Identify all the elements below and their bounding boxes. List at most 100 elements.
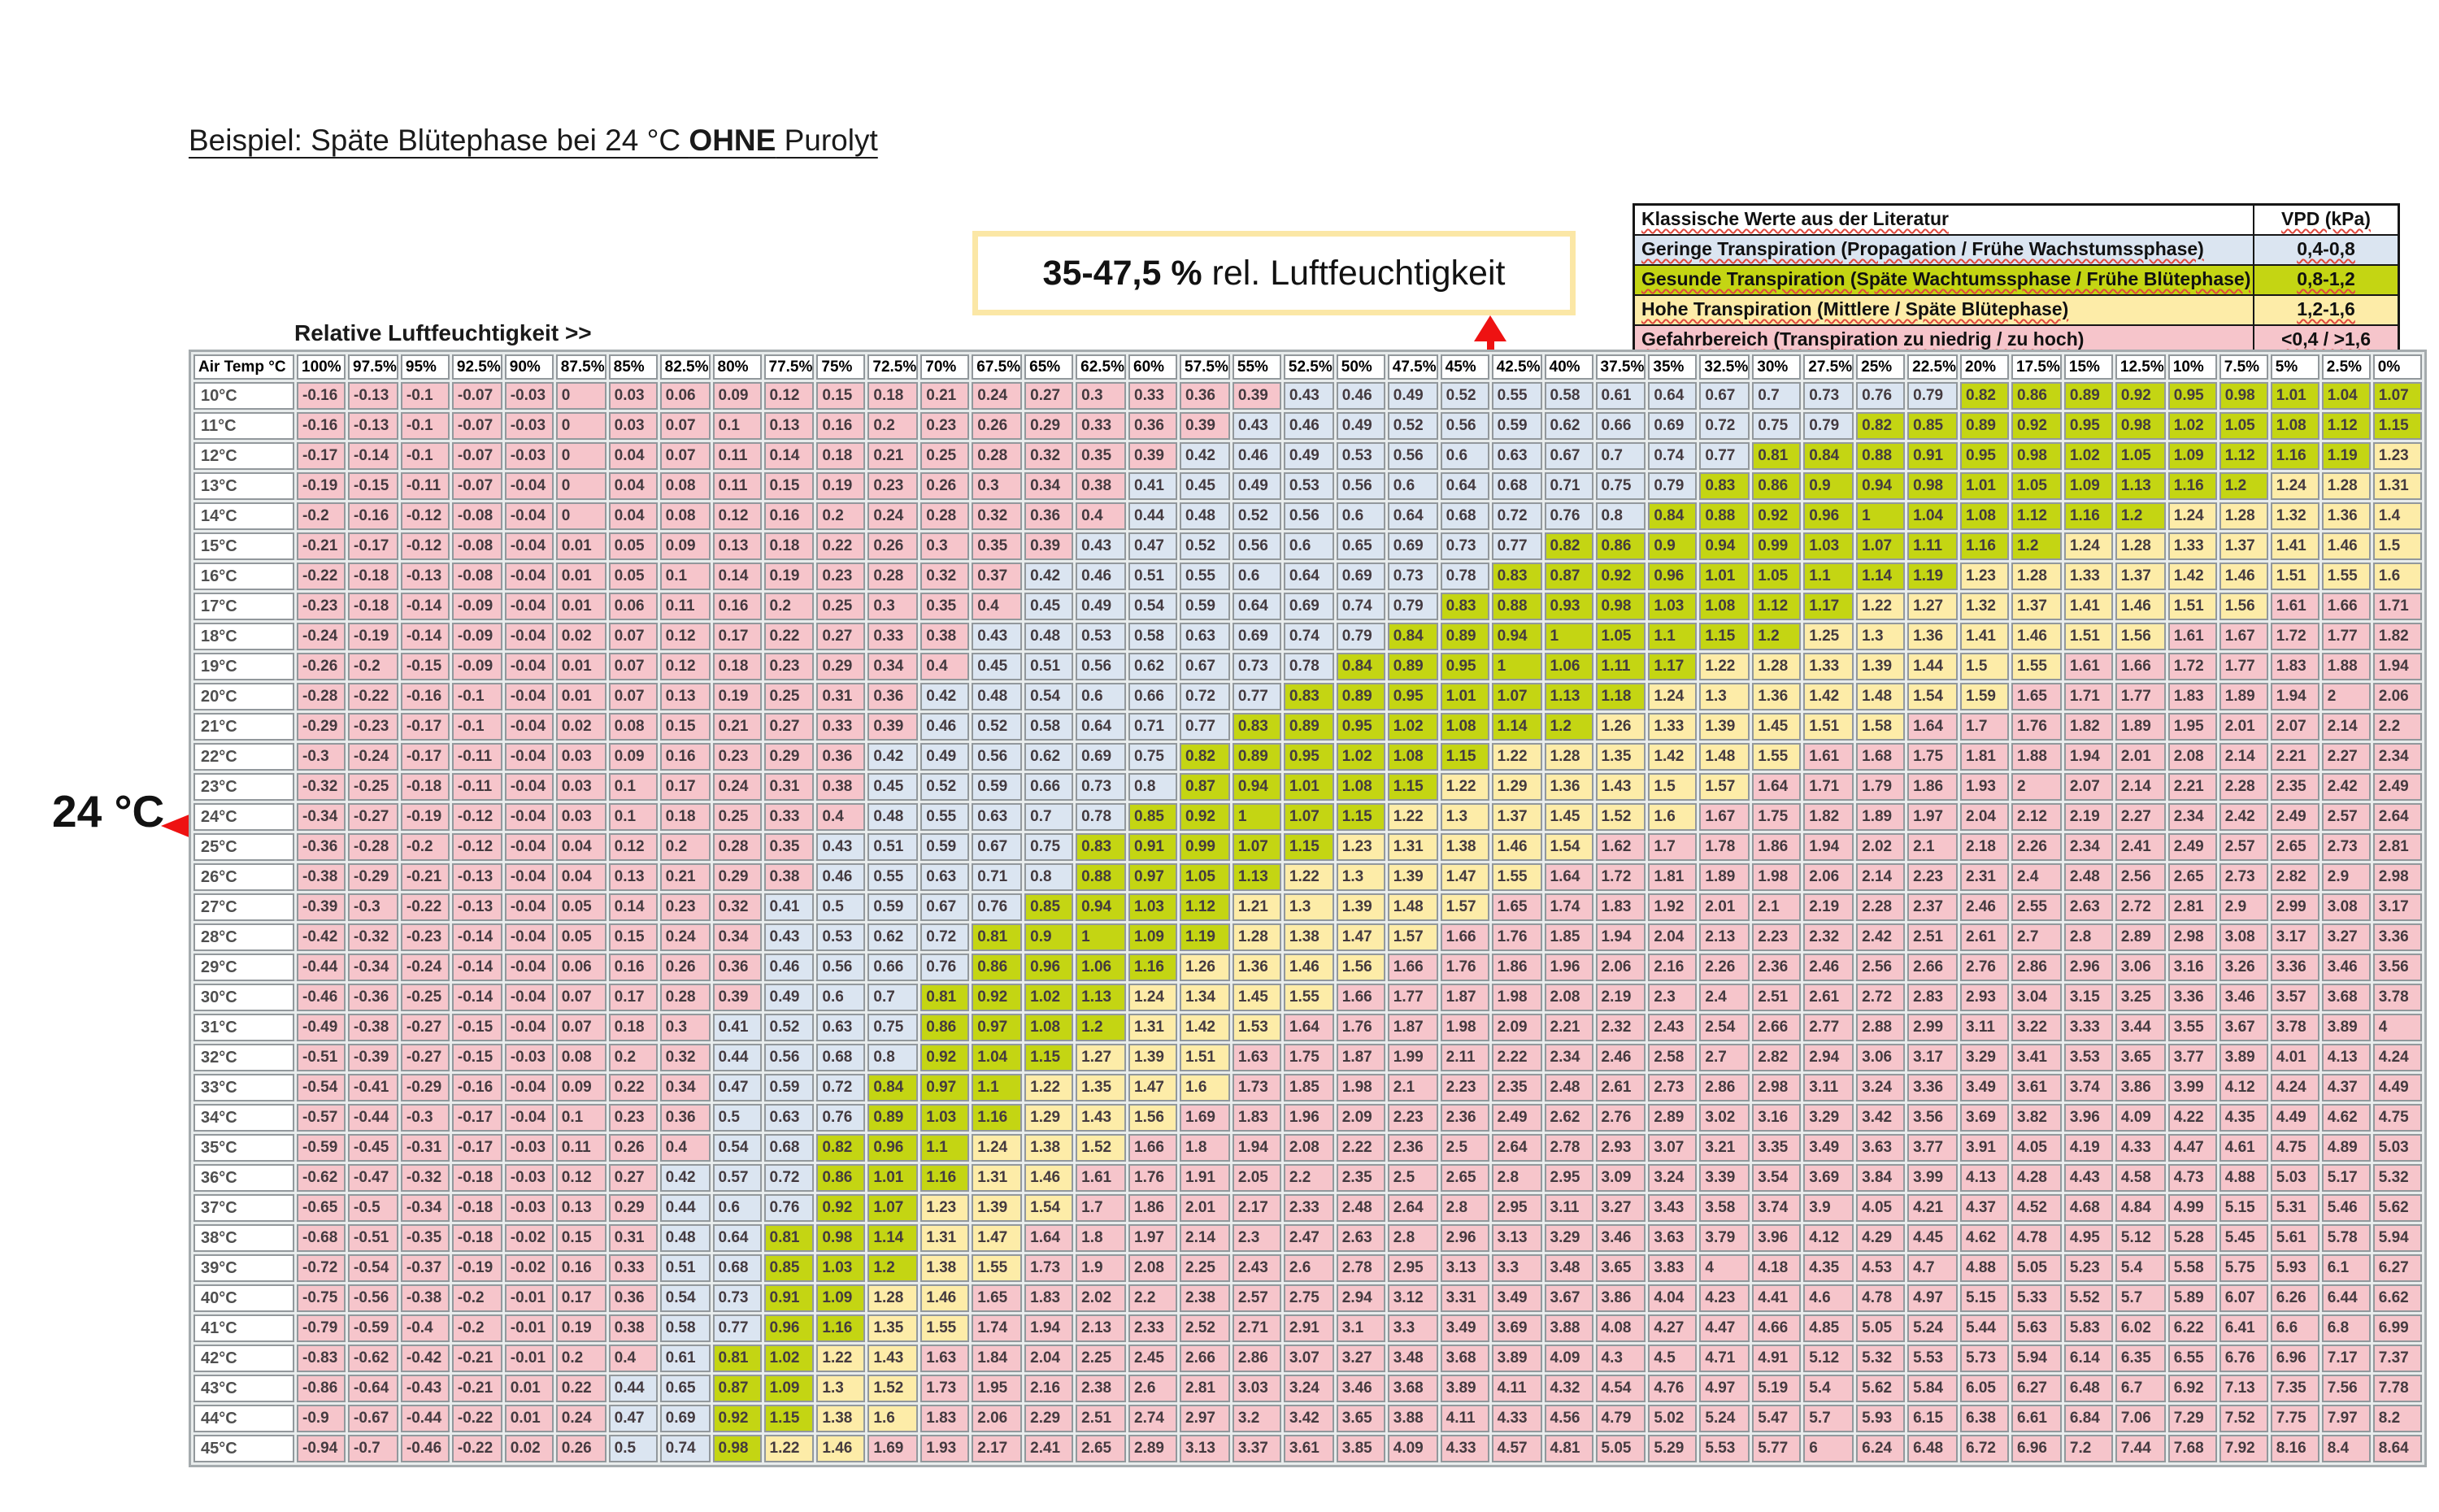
vpd-cell: 1.46 xyxy=(1283,954,1334,981)
legend-header-value: VPD (kPa) xyxy=(2281,208,2371,229)
vpd-cell: 3.49 xyxy=(1803,1134,1854,1162)
vpd-cell: 4.09 xyxy=(1544,1345,1593,1372)
vpd-cell: 2.86 xyxy=(2011,954,2062,981)
vpd-cell: 5.05 xyxy=(2011,1254,2062,1282)
air-temp-row-label: 32°C xyxy=(193,1044,294,1071)
vpd-cell: 0.44 xyxy=(608,1375,658,1402)
vpd-cell: 0.64 xyxy=(1232,593,1281,620)
vpd-cell: -0.25 xyxy=(348,773,398,801)
vpd-cell: 0.12 xyxy=(608,833,658,861)
vpd-cell: 0.04 xyxy=(555,863,606,891)
vpd-cell: 1.3 xyxy=(1699,683,1750,710)
vpd-cell: 1.27 xyxy=(1907,593,1958,620)
legend-row-range: <0,4 / >1,6 xyxy=(2281,328,2371,350)
vpd-cell: 0.17 xyxy=(555,1284,606,1312)
vpd-cell: 0.66 xyxy=(1128,683,1177,710)
vpd-cell: 2.98 xyxy=(2372,863,2422,891)
vpd-cell: 0.64 xyxy=(1440,472,1489,500)
vpd-cell: 1.61 xyxy=(2270,593,2319,620)
vpd-cell: -0.64 xyxy=(348,1375,398,1402)
humidity-header-cell: 60% xyxy=(1128,354,1177,380)
vpd-cell: 0.53 xyxy=(816,923,866,951)
vpd-cell: 0.4 xyxy=(920,653,970,680)
vpd-cell: 2.64 xyxy=(1491,1134,1542,1162)
vpd-cell: 6.14 xyxy=(2063,1345,2113,1372)
vpd-cell: 1.45 xyxy=(1232,984,1281,1011)
vpd-cell: -0.04 xyxy=(504,683,554,710)
vpd-cell: 7.35 xyxy=(2270,1375,2319,1402)
vpd-cell: 0.42 xyxy=(659,1164,711,1192)
vpd-cell: 5.52 xyxy=(2063,1284,2113,1312)
vpd-cell: 0.27 xyxy=(1024,382,1074,410)
vpd-cell: 3.39 xyxy=(1699,1164,1750,1192)
vpd-cell: 0.03 xyxy=(608,382,658,410)
vpd-cell: 1.14 xyxy=(867,1224,919,1252)
vpd-cell: 0.68 xyxy=(763,1134,815,1162)
vpd-cell: 0.3 xyxy=(920,532,970,560)
vpd-cell: 2.65 xyxy=(1440,1164,1489,1192)
vpd-cell: 2.34 xyxy=(2167,803,2217,831)
vpd-cell: 0.49 xyxy=(1283,442,1334,470)
vpd-cell: 1.31 xyxy=(2372,472,2422,500)
vpd-cell: 0.46 xyxy=(763,954,815,981)
vpd-cell: 3.26 xyxy=(2219,954,2268,981)
vpd-cell: 0.01 xyxy=(555,653,606,680)
air-temp-row-label: 42°C xyxy=(193,1345,294,1372)
vpd-cell: -0.03 xyxy=(504,1134,554,1162)
vpd-cell: 2.8 xyxy=(1387,1224,1438,1252)
vpd-cell: 2.08 xyxy=(1544,984,1593,1011)
vpd-cell: 0 xyxy=(555,502,606,530)
vpd-cell: 0.96 xyxy=(763,1314,815,1342)
air-temp-row-label: 39°C xyxy=(193,1254,294,1282)
vpd-cell: 1.77 xyxy=(2321,623,2371,650)
vpd-cell: 4.56 xyxy=(1544,1405,1593,1432)
vpd-cell: 3.11 xyxy=(1960,1014,2009,1041)
vpd-cell: 1.33 xyxy=(2167,532,2217,560)
air-temp-row-label: 22°C xyxy=(193,743,294,771)
vpd-cell: 5.31 xyxy=(2270,1194,2319,1222)
vpd-cell: 0.69 xyxy=(1076,743,1126,771)
vpd-cell: 7.92 xyxy=(2219,1435,2268,1462)
vpd-cell: 3.96 xyxy=(2063,1104,2113,1132)
vpd-cell: 1 xyxy=(1544,623,1593,650)
table-row: 40°C -0.75 -0.56 -0.38 -0.2 -0.01 0.17 0.36 0.54… xyxy=(193,1284,2422,1312)
vpd-cell: -0.02 xyxy=(504,1224,554,1252)
vpd-cell: -0.17 xyxy=(451,1134,502,1162)
vpd-cell: 1.89 xyxy=(2115,713,2166,741)
vpd-cell: 4.18 xyxy=(1752,1254,1802,1282)
vpd-cell: 6.7 xyxy=(2115,1375,2166,1402)
vpd-cell: 3.63 xyxy=(1856,1134,1906,1162)
vpd-cell: 0.27 xyxy=(763,713,815,741)
vpd-cell: -0.17 xyxy=(400,743,450,771)
vpd-cell: 1.23 xyxy=(2372,442,2422,470)
vpd-cell: 1.12 xyxy=(2321,412,2371,440)
vpd-cell: 3.24 xyxy=(1283,1375,1334,1402)
vpd-cell: 2.46 xyxy=(1803,954,1854,981)
vpd-cell: 0.33 xyxy=(867,623,919,650)
vpd-cell: 0.29 xyxy=(816,653,866,680)
vpd-cell: 1.97 xyxy=(1128,1224,1177,1252)
vpd-cell: 1.69 xyxy=(1180,1104,1230,1132)
vpd-cell: 0.89 xyxy=(1336,683,1385,710)
vpd-cell: 1.44 xyxy=(1907,653,1958,680)
vpd-cell: -0.22 xyxy=(451,1405,502,1432)
vpd-cell: 1.66 xyxy=(2321,593,2371,620)
vpd-cell: 0.2 xyxy=(608,1044,658,1071)
vpd-cell: 0.92 xyxy=(2115,382,2166,410)
air-temp-row-label: 23°C xyxy=(193,773,294,801)
vpd-cell: 0.01 xyxy=(504,1405,554,1432)
vpd-cell: 4.09 xyxy=(2115,1104,2166,1132)
vpd-cell: 5.61 xyxy=(2270,1224,2319,1252)
vpd-cell: 0.16 xyxy=(816,412,866,440)
vpd-cell: -0.23 xyxy=(297,593,346,620)
vpd-cell: 0.67 xyxy=(920,893,970,921)
vpd-cell: 1.15 xyxy=(1440,743,1489,771)
vpd-cell: 2.23 xyxy=(1752,923,1802,951)
vpd-cell: 0.58 xyxy=(1024,713,1074,741)
air-temp-row-label: 17°C xyxy=(193,593,294,620)
vpd-cell: 0.56 xyxy=(1076,653,1126,680)
vpd-cell: 0.82 xyxy=(1180,743,1230,771)
vpd-cell: 0.92 xyxy=(712,1405,762,1432)
vpd-cell: 1.36 xyxy=(1232,954,1281,981)
vpd-cell: 2.95 xyxy=(1387,1254,1438,1282)
